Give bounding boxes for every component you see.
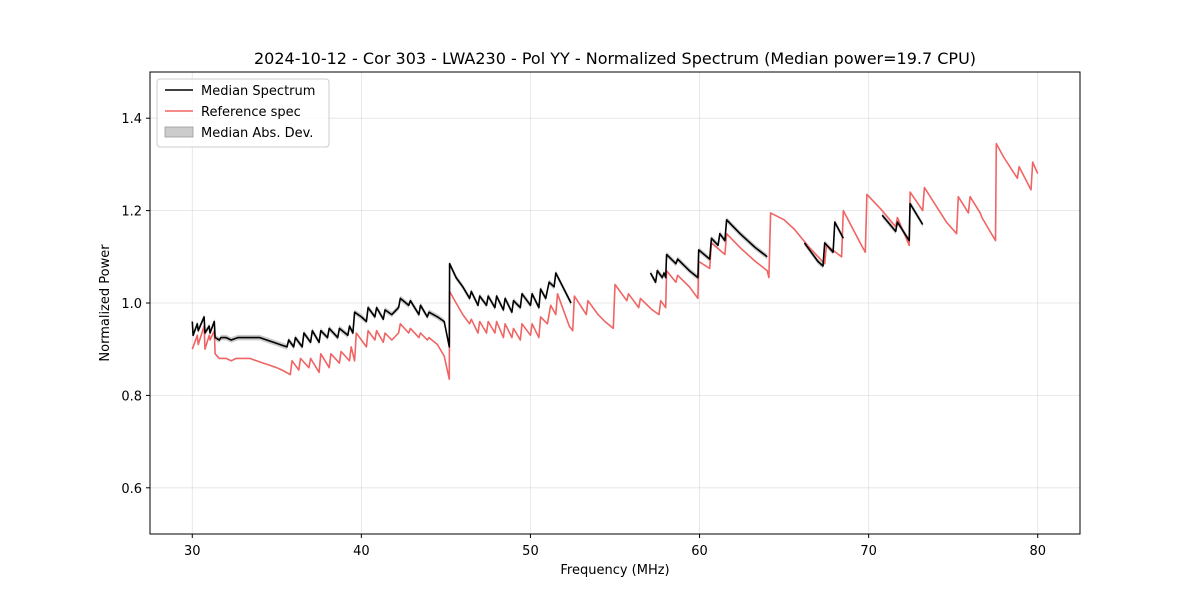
series-line-reference-spec xyxy=(191,142,1039,381)
chart-title: 2024-10-12 - Cor 303 - LWA230 - Pol YY -… xyxy=(254,49,976,68)
legend-label-median-abs-dev: Median Abs. Dev. xyxy=(201,126,313,141)
x-axis: 30 40 50 60 70 80 xyxy=(184,534,1046,559)
series-line-median-spectrum xyxy=(881,202,924,242)
y-axis: 0.6 0.8 1.0 1.2 1.4 xyxy=(121,112,150,497)
x-tick-label: 80 xyxy=(1029,544,1046,559)
y-tick-label: 1.4 xyxy=(121,112,142,127)
series-lines xyxy=(191,142,1039,381)
mad-band xyxy=(882,200,923,244)
x-tick-label: 30 xyxy=(184,544,201,559)
y-tick-label: 1.0 xyxy=(121,297,142,312)
legend: Median Spectrum Reference spec Median Ab… xyxy=(156,78,330,148)
legend-label-reference-spec: Reference spec xyxy=(201,105,301,120)
legend-swatch-median-abs-dev xyxy=(164,126,194,138)
x-axis-label: Frequency (MHz) xyxy=(560,563,669,578)
y-tick-label: 1.2 xyxy=(121,205,142,220)
x-tick-label: 60 xyxy=(691,544,708,559)
y-tick-label: 0.6 xyxy=(121,482,142,497)
y-axis-label: Normalized Power xyxy=(98,244,113,362)
x-tick-label: 50 xyxy=(522,544,539,559)
y-tick-label: 0.8 xyxy=(121,389,142,404)
series-line-median-spectrum xyxy=(803,221,845,267)
series-line-median-spectrum xyxy=(191,262,572,348)
x-tick-label: 40 xyxy=(353,544,370,559)
legend-label-median-spectrum: Median Spectrum xyxy=(201,84,315,99)
x-tick-label: 70 xyxy=(860,544,877,559)
mad-band xyxy=(650,217,768,285)
series-line-median-spectrum xyxy=(649,219,768,284)
legend-box xyxy=(156,78,330,148)
